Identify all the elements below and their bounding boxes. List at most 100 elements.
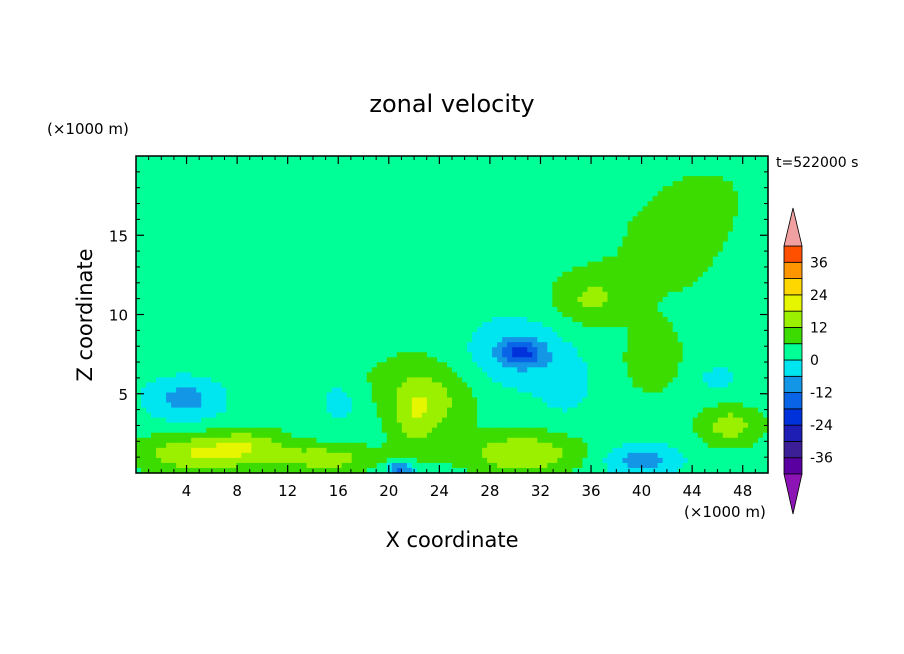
field-cell [336, 281, 343, 288]
field-cell [532, 271, 538, 278]
field-cell [662, 306, 669, 313]
field-cell [201, 352, 207, 358]
field-cell [587, 186, 594, 192]
field-cell [507, 201, 513, 207]
field-cell [587, 281, 594, 288]
field-cell [316, 266, 323, 273]
field-cell [291, 221, 298, 228]
field-cell [667, 241, 674, 248]
field-cell [416, 166, 423, 172]
field-cell [216, 281, 222, 288]
field-cell [707, 246, 714, 253]
field-cell [747, 196, 754, 202]
field-cell [296, 332, 303, 338]
field-cell [236, 301, 242, 308]
field-cell [657, 337, 664, 343]
field-cell [717, 266, 724, 273]
field-cell [637, 337, 644, 343]
field-cell [301, 281, 308, 288]
field-cell [161, 216, 167, 223]
field-cell [336, 276, 343, 283]
field-cell [547, 226, 553, 233]
field-cell [326, 186, 333, 192]
field-cell [522, 216, 528, 223]
field-cell [532, 206, 538, 212]
field-cell [487, 347, 493, 353]
field-cell [186, 337, 192, 343]
field-cell [276, 322, 283, 328]
field-cell [477, 201, 483, 207]
field-cell [757, 226, 764, 233]
field-cell [577, 251, 584, 258]
field-cell [752, 211, 759, 217]
field-cell [426, 291, 433, 298]
field-cell [612, 216, 619, 223]
field-cell [361, 241, 368, 248]
field-cell [271, 246, 278, 253]
field-cell [296, 271, 303, 278]
field-cell [617, 332, 624, 338]
field-cell [276, 211, 283, 217]
field-cell [532, 161, 538, 167]
field-cell [507, 332, 513, 338]
field-cell [537, 276, 543, 283]
field-cell [346, 246, 353, 253]
field-cell [747, 311, 754, 318]
field-cell [487, 206, 493, 212]
field-cell [487, 266, 493, 273]
field-cell [567, 221, 573, 228]
field-cell [607, 201, 614, 207]
field-cell [141, 221, 147, 228]
field-cell [682, 226, 689, 233]
field-cell [642, 181, 649, 187]
field-cell [181, 317, 187, 323]
field-cell [652, 332, 659, 338]
field-cell [201, 296, 207, 303]
field-cell [572, 261, 578, 268]
field-cell [472, 352, 478, 358]
field-cell [462, 176, 468, 182]
field-cell [452, 322, 458, 328]
field-cell [522, 206, 528, 212]
field-cell [151, 296, 157, 303]
field-cell [261, 236, 268, 243]
field-cell [176, 332, 182, 338]
field-cell [436, 166, 443, 172]
field-cell [231, 251, 237, 258]
field-cell [477, 251, 483, 258]
field-cell [336, 306, 343, 313]
field-cell [522, 322, 528, 328]
field-cell [467, 171, 473, 177]
field-cell [462, 181, 468, 187]
field-cell [487, 276, 493, 283]
field-cell [592, 216, 599, 223]
field-cell [361, 301, 368, 308]
field-cell [727, 347, 734, 353]
field-cell [587, 246, 594, 253]
field-cell [156, 216, 162, 223]
field-cell [311, 271, 318, 278]
field-cell [637, 251, 644, 258]
field-cell [467, 221, 473, 228]
field-cell [381, 171, 388, 177]
field-cell [411, 236, 418, 243]
field-cell [737, 171, 744, 177]
field-cell [411, 266, 418, 273]
field-cell [632, 332, 639, 338]
field-cell [306, 166, 313, 172]
field-cell [161, 352, 167, 358]
field-cell [396, 266, 403, 273]
field-cell [682, 306, 689, 313]
field-cell [582, 246, 589, 253]
field-cell [732, 216, 739, 223]
field-cell [752, 191, 759, 197]
field-cell [757, 176, 764, 182]
field-cell [702, 186, 709, 192]
field-cell [311, 206, 318, 212]
field-cell [592, 261, 599, 268]
field-cell [166, 176, 172, 182]
field-cell [321, 337, 328, 343]
field-cell [517, 251, 523, 258]
field-cell [241, 251, 247, 258]
field-cell [607, 322, 614, 328]
